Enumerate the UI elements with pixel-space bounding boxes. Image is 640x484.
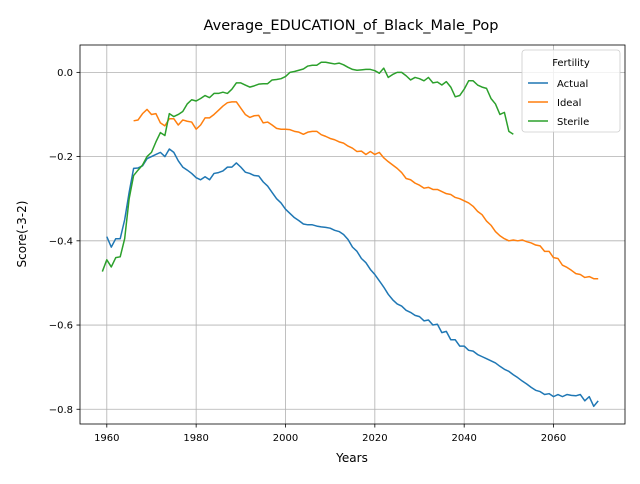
y-tick-label: −0.4 xyxy=(49,236,73,247)
x-tick-label: 2020 xyxy=(362,433,387,444)
axis-ticks: 1960 1980 2000 2020 2040 2060 0.0 −0.2 −0.4 −0.6 −… xyxy=(49,68,567,444)
legend-label-ideal: Ideal xyxy=(557,98,581,109)
chart-title: Average_EDUCATION_of_Black_Male_Pop xyxy=(204,18,499,34)
y-tick-label: −0.6 xyxy=(49,321,73,332)
legend-label-sterile: Sterile xyxy=(557,117,589,128)
series-line-sterile xyxy=(101,61,514,272)
x-tick-label: 1980 xyxy=(183,433,208,444)
series-line-ideal xyxy=(133,101,599,280)
x-tick-label: 1960 xyxy=(94,433,119,444)
x-axis-label: Years xyxy=(335,451,368,465)
grid-lines xyxy=(80,45,625,424)
x-tick-label: 2000 xyxy=(273,433,298,444)
x-tick-label: 2060 xyxy=(541,433,566,444)
y-tick-label: −0.8 xyxy=(49,405,73,416)
legend: Fertility Actual Ideal Sterile xyxy=(521,49,621,133)
series-line-actual xyxy=(106,148,599,408)
y-tick-label: −0.2 xyxy=(49,152,73,163)
legend-title: Fertility xyxy=(552,58,590,69)
y-tick-label: 0.0 xyxy=(57,68,73,79)
y-axis-label: Score(-3-2) xyxy=(15,201,29,268)
plot-frame xyxy=(79,44,626,425)
legend-box xyxy=(521,49,621,133)
legend-label-actual: Actual xyxy=(557,79,588,90)
x-tick-label: 2040 xyxy=(451,433,476,444)
series-layer xyxy=(101,61,599,408)
